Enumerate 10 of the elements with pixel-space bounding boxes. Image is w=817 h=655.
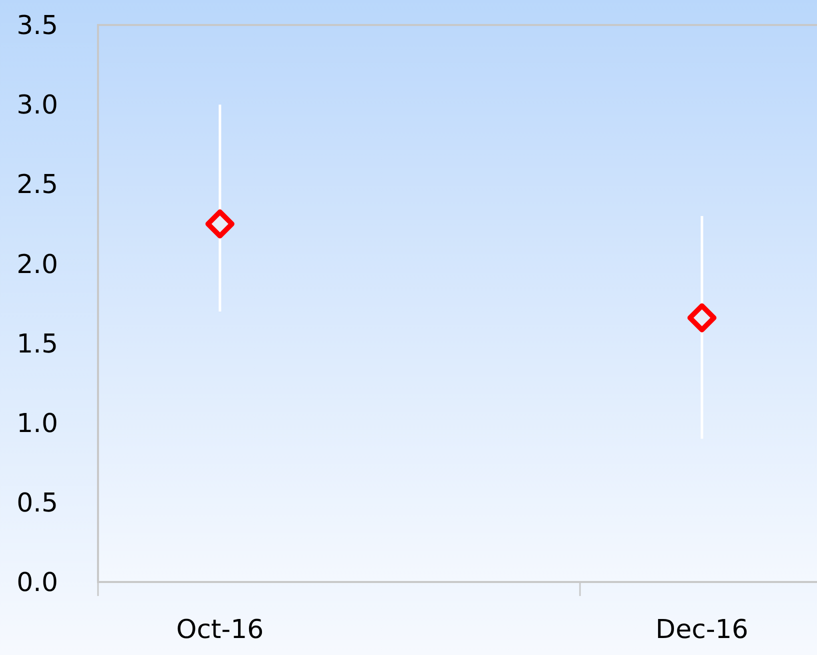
- y-tick-label: 3.5: [16, 11, 58, 42]
- y-tick-label: 2.0: [16, 250, 58, 280]
- y-tick-label: 1.5: [16, 329, 58, 360]
- x-tick-label: Oct-16: [176, 615, 264, 645]
- y-tick-label: 0.5: [16, 488, 58, 519]
- y-tick-label: 0.0: [16, 568, 58, 598]
- y-tick-label: 3.0: [16, 90, 58, 121]
- x-tick-label: Dec-16: [656, 615, 748, 645]
- y-tick-label: 2.5: [16, 170, 58, 200]
- y-tick-label: 1.0: [16, 408, 58, 439]
